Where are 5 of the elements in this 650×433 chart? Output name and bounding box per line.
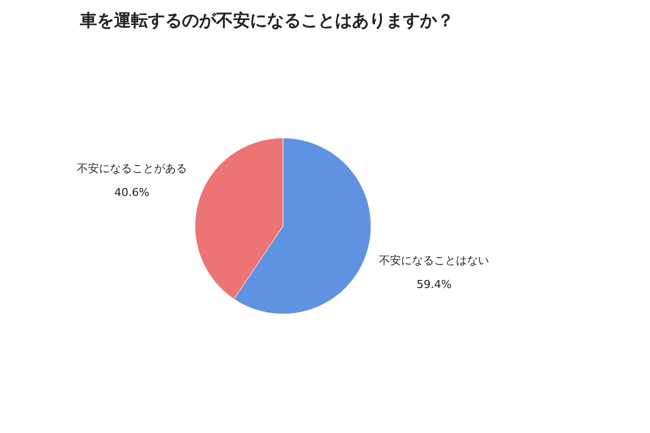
title: 車を運転するのが不安になることはありますか？ [80, 11, 454, 31]
value-label: 40.6% [114, 186, 150, 200]
category-label: 不安になることはない [379, 254, 490, 267]
value-label: 59.4% [416, 278, 452, 291]
category-label: 不安になることがある [76, 162, 187, 176]
